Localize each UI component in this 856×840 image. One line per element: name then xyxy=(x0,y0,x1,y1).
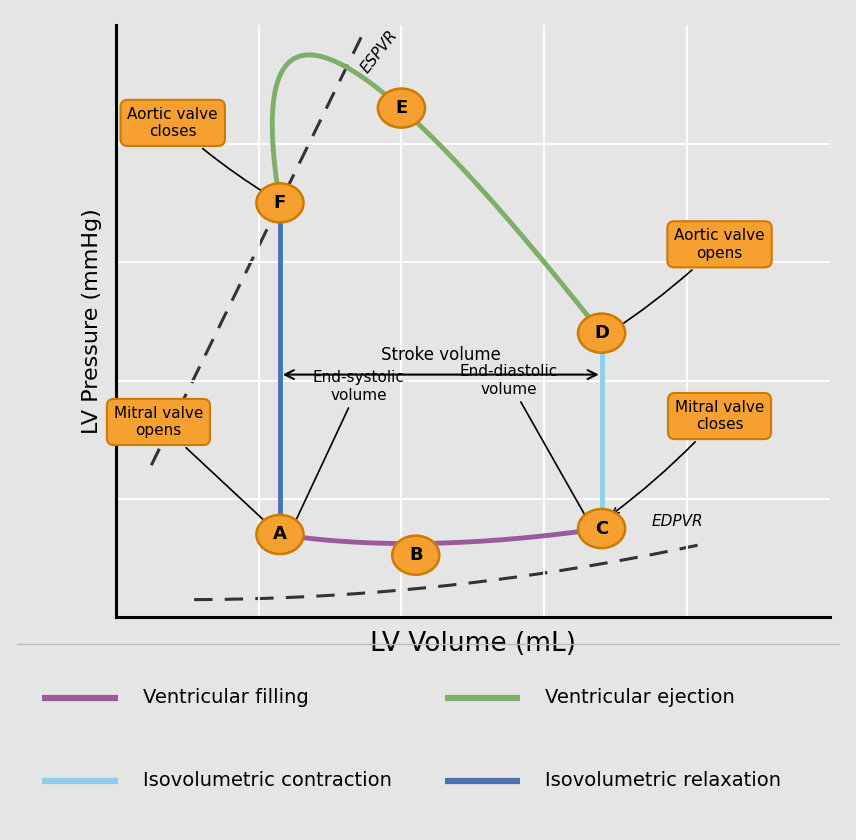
Text: E: E xyxy=(395,99,407,117)
X-axis label: LV Volume (mL): LV Volume (mL) xyxy=(370,632,576,657)
Text: EDPVR: EDPVR xyxy=(651,513,704,528)
Text: Stroke volume: Stroke volume xyxy=(381,346,501,364)
Text: Isovolumetric contraction: Isovolumetric contraction xyxy=(143,771,392,790)
Text: C: C xyxy=(595,520,609,538)
Circle shape xyxy=(256,515,304,554)
Circle shape xyxy=(377,88,425,128)
Text: Mitral valve
opens: Mitral valve opens xyxy=(114,406,270,525)
Text: End-systolic
volume: End-systolic volume xyxy=(293,370,405,528)
Text: End-diastolic
volume: End-diastolic volume xyxy=(460,365,589,522)
Y-axis label: LV Pressure (mmHg): LV Pressure (mmHg) xyxy=(81,208,102,434)
Text: F: F xyxy=(274,194,286,212)
Circle shape xyxy=(578,313,625,353)
Text: Isovolumetric relaxation: Isovolumetric relaxation xyxy=(545,771,782,790)
Circle shape xyxy=(578,509,625,549)
Text: B: B xyxy=(409,546,423,564)
Text: ESPVR: ESPVR xyxy=(359,28,401,76)
Text: D: D xyxy=(594,324,609,342)
Text: Aortic valve
closes: Aortic valve closes xyxy=(128,107,272,197)
Text: A: A xyxy=(273,526,287,543)
Text: Aortic valve
opens: Aortic valve opens xyxy=(613,228,765,331)
Text: Mitral valve
closes: Mitral valve closes xyxy=(612,400,764,514)
Circle shape xyxy=(256,183,304,223)
Circle shape xyxy=(392,536,439,575)
Text: Ventricular ejection: Ventricular ejection xyxy=(545,688,735,707)
Text: Ventricular filling: Ventricular filling xyxy=(143,688,308,707)
